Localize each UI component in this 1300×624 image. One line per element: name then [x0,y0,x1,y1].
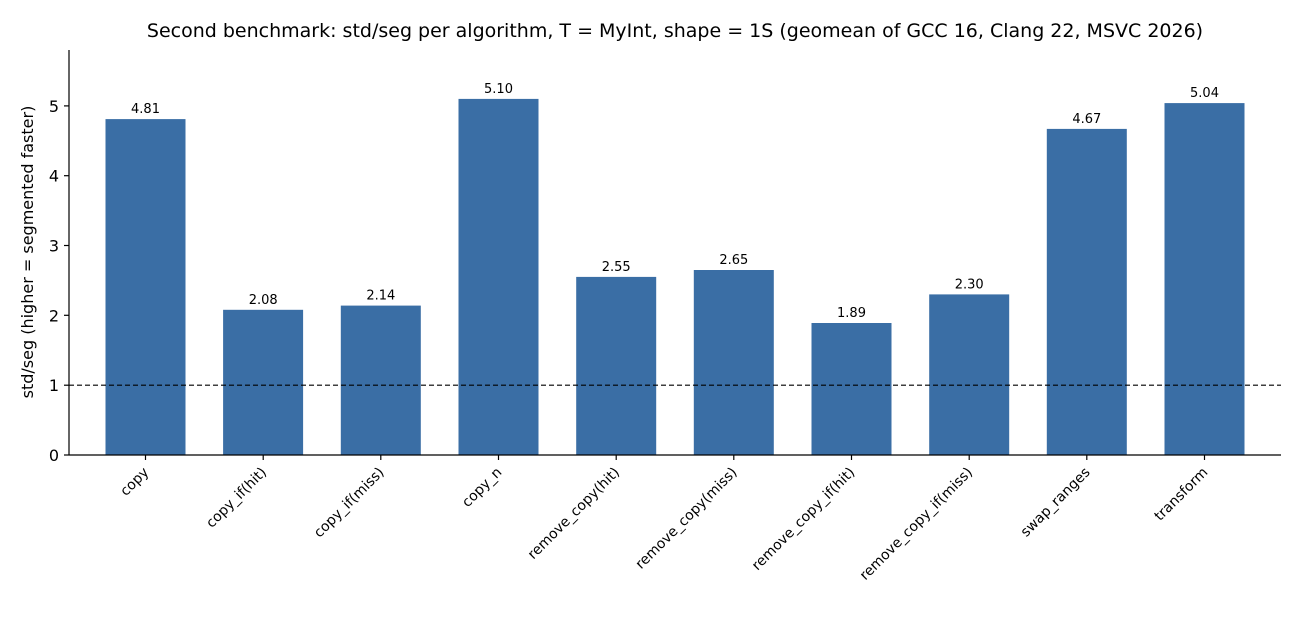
data-labels-group: 4.81 2.08 2.14 5.10 2.55 2.65 1.89 2.30 4.67 5.04 [131,82,1219,321]
bar [811,323,892,455]
y-tick-label: 2 [49,306,59,325]
y-ticks-group: 0 1 2 3 4 5 [49,97,69,465]
y-axis-label: std/seg (higher = segmented faster) [18,106,37,399]
data-label: 5.04 [1190,86,1219,101]
bar [1046,128,1127,455]
bar [693,270,774,455]
bars-group [105,98,1245,456]
chart-title: Second benchmark: std/seg per algorithm,… [147,20,1203,42]
x-tick-label: transform [1151,465,1211,525]
x-ticks-group: copy copy_if(hit) copy_if(miss) copy_n remov… [117,455,1211,584]
axes-group [68,50,1281,456]
bar [223,309,304,455]
data-label: 2.65 [719,253,748,268]
x-tick-label: remove_copy(hit) [525,465,623,563]
data-label: 2.55 [602,260,631,275]
data-label: 2.14 [366,289,395,304]
data-label: 5.10 [484,82,513,97]
data-label: 2.30 [955,277,984,292]
x-tick-label: copy [117,465,152,500]
bar [576,276,657,455]
x-tick-label: copy_if(hit) [203,465,270,532]
x-tick-label: copy_n [459,465,505,511]
bar [340,305,421,455]
x-tick-label: copy_if(miss) [311,465,388,542]
x-tick-label: remove_copy_if(hit) [749,465,858,574]
data-label: 4.81 [131,102,160,117]
bar [105,119,186,455]
data-label: 1.89 [837,306,866,321]
bar [929,294,1010,455]
data-label: 4.67 [1072,112,1101,127]
y-tick-label: 1 [49,376,59,395]
y-tick-label: 3 [49,237,59,256]
data-label: 2.08 [249,293,278,308]
y-tick-label: 5 [49,97,59,116]
y-tick-label: 4 [49,167,59,186]
y-tick-label: 0 [49,446,59,465]
bar [458,98,539,456]
x-tick-label: remove_copy(miss) [633,465,741,573]
x-tick-label: swap_ranges [1018,465,1094,541]
bar [1164,103,1245,455]
x-tick-label: remove_copy_if(miss) [857,465,976,584]
